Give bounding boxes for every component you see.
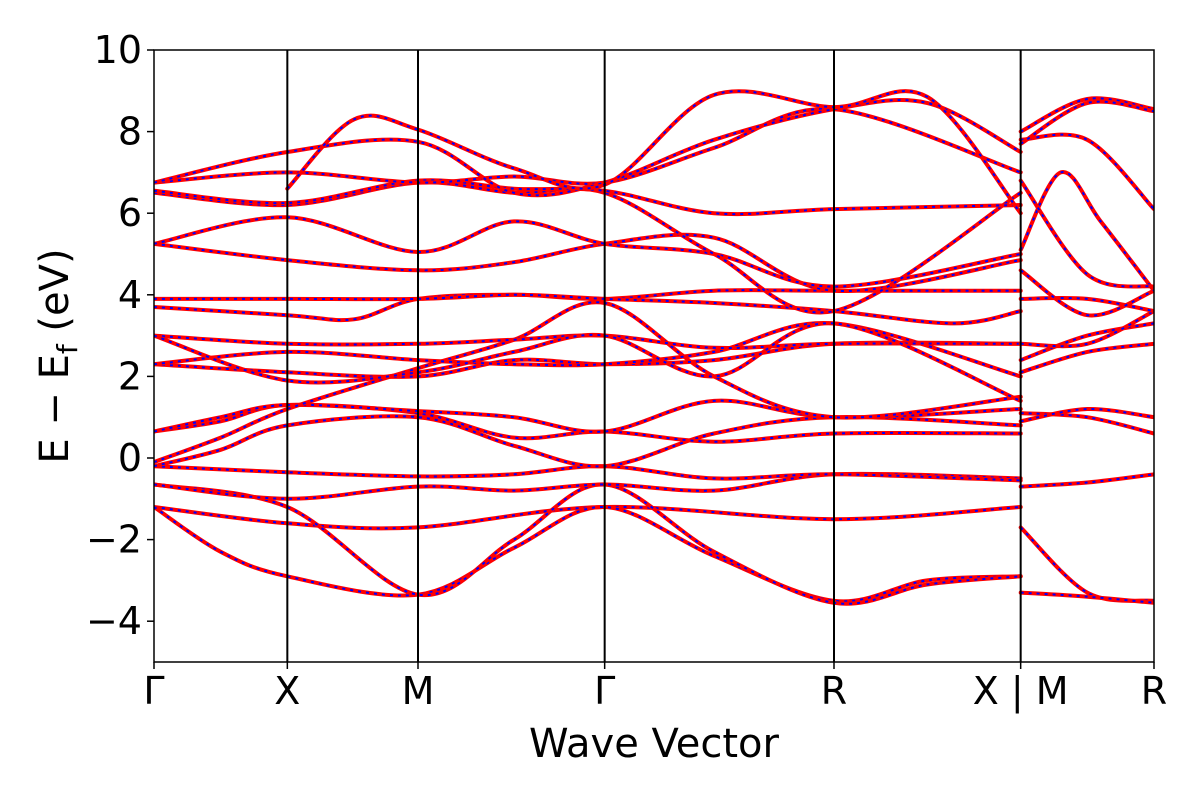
band-overlay-36	[1020, 100, 1154, 145]
band-overlay-20	[154, 99, 1022, 197]
x-axis-ticks: Γ X M Γ R X | M R	[143, 662, 1167, 714]
band-line-23	[1018, 525, 1154, 603]
band-line-21	[285, 89, 1023, 216]
y-tick-label-7: 10	[94, 28, 142, 72]
x-tick-label-1: X	[274, 669, 300, 713]
band-overlay-2	[154, 483, 1021, 605]
band-overlay-9	[154, 341, 1021, 378]
band-line-5	[154, 414, 1023, 469]
y-axis-title-main: E − E	[32, 354, 78, 464]
band-line-10	[154, 320, 1023, 379]
y-tick-label-2: 0	[118, 436, 142, 480]
band-overlay-35	[1020, 97, 1154, 133]
band-lines	[154, 89, 1154, 606]
band-line-26	[1018, 406, 1154, 424]
band-line-8	[154, 300, 1023, 465]
band-overlay-0	[154, 505, 1021, 530]
plot-frame	[153, 49, 1155, 663]
y-tick-label-3: 2	[118, 354, 142, 398]
y-tick-label-6: 8	[118, 110, 142, 154]
y-axis-title: E − Ef (eV)	[32, 248, 84, 463]
band-line-27	[1018, 341, 1154, 375]
y-tick-label-5: 6	[118, 191, 142, 235]
band-overlay-23	[1020, 526, 1154, 602]
band-overlay-22	[1020, 473, 1154, 488]
band-overlay-33	[1019, 180, 1154, 288]
band-line-33	[1018, 178, 1154, 289]
band-overlay-29	[1020, 310, 1154, 348]
band-overlay-10	[154, 321, 1021, 378]
y-axis-title-subscript: f	[51, 343, 84, 354]
band-overlay-28	[1020, 322, 1154, 362]
band-overlay-16	[154, 216, 1021, 288]
band-overlay-13	[154, 289, 1021, 322]
y-axis-ticks: −4 −2 0 2 4 6 8 10	[86, 28, 154, 643]
band-overlay-30	[1020, 296, 1154, 313]
x-tick-label-5: X | M	[973, 669, 1069, 714]
x-tick-label-2: M	[402, 669, 435, 713]
band-overlay-24	[1020, 591, 1154, 604]
band-overlay-5	[154, 415, 1021, 468]
band-overlay-8	[154, 301, 1021, 464]
band-overlay-34	[1020, 133, 1154, 210]
band-overlay-25	[1020, 412, 1154, 435]
band-line-2	[154, 482, 1023, 606]
band-line-16	[154, 215, 1023, 289]
y-tick-label-4: 4	[118, 273, 142, 317]
band-overlay-31	[1020, 269, 1154, 317]
x-tick-label-6: R	[1141, 669, 1167, 713]
band-overlay-19	[154, 107, 1022, 185]
x-tick-label-4: R	[821, 669, 847, 713]
y-tick-label-1: −2	[86, 518, 142, 562]
y-tick-label-0: −4	[86, 599, 142, 643]
band-overlay-27	[1020, 342, 1154, 374]
band-line-20	[154, 98, 1023, 198]
y-axis-title-unit: (eV)	[32, 248, 78, 344]
band-overlay-1	[154, 505, 1021, 603]
kpoint-separator-lines	[286, 50, 1022, 662]
band-overlay-32	[1019, 171, 1154, 292]
x-axis-title: Wave Vector	[529, 721, 780, 767]
band-overlay-21	[286, 90, 1022, 214]
x-tick-label-0: Γ	[143, 669, 164, 713]
x-tick-label-3: Γ	[594, 669, 615, 713]
